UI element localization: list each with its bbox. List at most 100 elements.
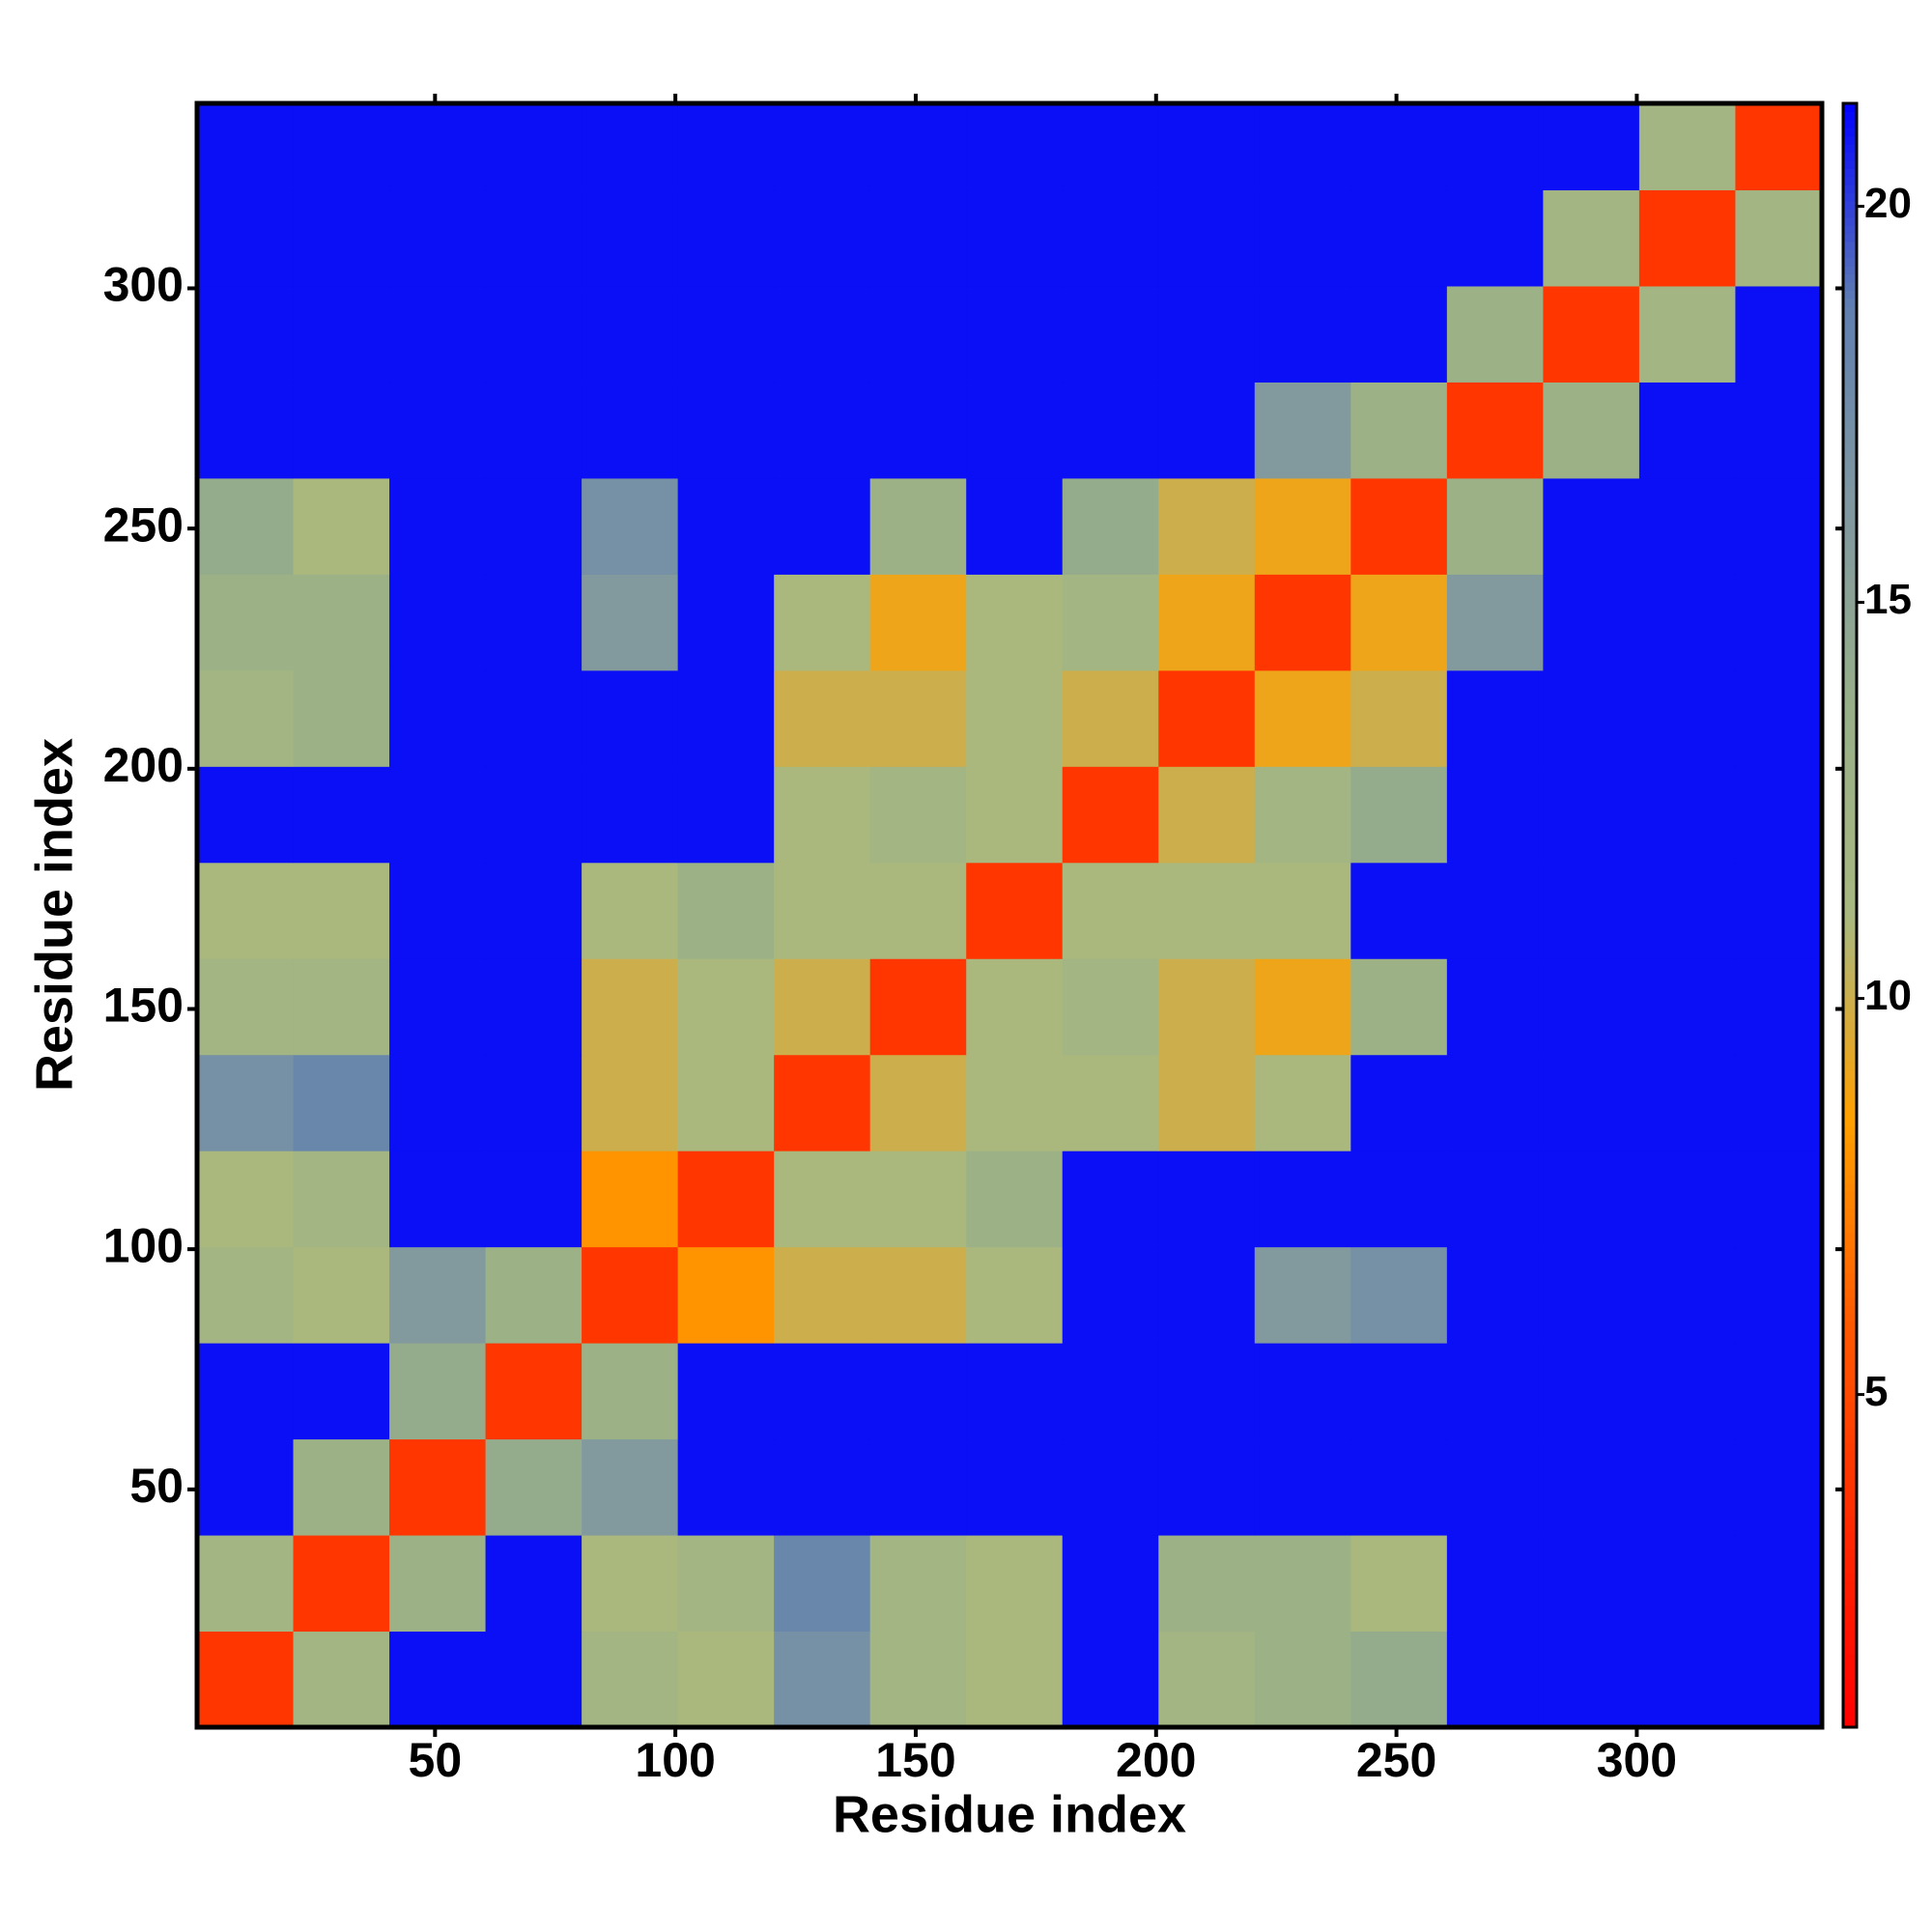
heatmap-cell bbox=[582, 1246, 679, 1344]
heatmap-cell bbox=[485, 103, 582, 191]
heatmap-cell bbox=[1062, 1631, 1159, 1728]
colorbar-segment bbox=[1843, 1304, 1857, 1314]
heatmap-cell bbox=[389, 1054, 487, 1151]
colorbar-segment bbox=[1843, 1589, 1857, 1599]
heatmap-cell bbox=[1062, 862, 1159, 959]
colorbar-segment bbox=[1843, 1239, 1857, 1249]
colorbar-segment bbox=[1843, 1459, 1857, 1468]
heatmap-cell bbox=[1158, 766, 1256, 864]
heatmap-cell bbox=[1254, 1438, 1351, 1536]
colorbar-segment bbox=[1843, 1044, 1857, 1054]
heatmap-cell bbox=[1158, 1054, 1256, 1151]
colorbar-segment bbox=[1843, 655, 1857, 665]
heatmap-cell bbox=[1254, 189, 1351, 287]
heatmap-cell bbox=[293, 862, 390, 959]
colorbar-segment bbox=[1843, 898, 1857, 908]
colorbar-segment bbox=[1843, 541, 1857, 551]
colorbar-segment bbox=[1843, 1654, 1857, 1663]
heatmap-cell bbox=[1735, 189, 1823, 287]
heatmap-cell bbox=[1638, 1535, 1736, 1633]
colorbar-segment bbox=[1843, 509, 1857, 519]
heatmap-cell bbox=[293, 1246, 390, 1344]
colorbar-segment bbox=[1843, 469, 1857, 478]
heatmap-cell bbox=[677, 958, 775, 1056]
colorbar-segment bbox=[1843, 200, 1857, 210]
heatmap-cell bbox=[197, 1535, 295, 1633]
colorbar-segment bbox=[1843, 436, 1857, 445]
colorbar-segment bbox=[1843, 1345, 1857, 1354]
heatmap-cell bbox=[1254, 1151, 1351, 1248]
heatmap-cell bbox=[1158, 1535, 1256, 1633]
heatmap-cell bbox=[582, 1343, 679, 1440]
colorbar-segment bbox=[1843, 631, 1857, 640]
heatmap-cell bbox=[1254, 477, 1351, 575]
heatmap-cell bbox=[293, 189, 390, 287]
heatmap-cell bbox=[677, 285, 775, 383]
heatmap-cell bbox=[1254, 285, 1351, 383]
heatmap-cell bbox=[389, 958, 487, 1056]
heatmap-cell bbox=[1446, 766, 1544, 864]
y-tick-label: 50 bbox=[129, 1459, 184, 1513]
heatmap-cell bbox=[582, 1631, 679, 1728]
heatmap-cell bbox=[966, 574, 1064, 671]
heatmap-cell bbox=[1254, 669, 1351, 767]
heatmap-cell bbox=[389, 189, 487, 287]
colorbar-segment bbox=[1843, 907, 1857, 917]
heatmap-cell bbox=[966, 1151, 1064, 1248]
colorbar-segment bbox=[1843, 1442, 1857, 1452]
heatmap-cell bbox=[197, 189, 295, 287]
heatmap-cell bbox=[966, 285, 1064, 383]
heatmap-cell bbox=[966, 1054, 1064, 1151]
heatmap-cell bbox=[1446, 574, 1544, 671]
colorbar-segment bbox=[1843, 1564, 1857, 1574]
heatmap-cell bbox=[1254, 1343, 1351, 1440]
colorbar-segment bbox=[1843, 923, 1857, 932]
heatmap-cell bbox=[582, 189, 679, 287]
colorbar-segment bbox=[1843, 850, 1857, 860]
colorbar-segment bbox=[1843, 1101, 1857, 1111]
heatmap-cell bbox=[1062, 574, 1159, 671]
colorbar-segment bbox=[1843, 209, 1857, 218]
heatmap-cell bbox=[774, 766, 871, 864]
heatmap-cell bbox=[1446, 669, 1544, 767]
heatmap-cell bbox=[1735, 1631, 1823, 1728]
heatmap-cell bbox=[1638, 1246, 1736, 1344]
colorbar-segment bbox=[1843, 891, 1857, 900]
colorbar-segment bbox=[1843, 1191, 1857, 1201]
colorbar-segment bbox=[1843, 1630, 1857, 1639]
colorbar-segment bbox=[1843, 103, 1857, 113]
heatmap-cell bbox=[1543, 669, 1640, 767]
colorbar-segment bbox=[1843, 1548, 1857, 1558]
colorbar-segment bbox=[1843, 444, 1857, 454]
colorbar-segment bbox=[1843, 338, 1857, 348]
colorbar-segment bbox=[1843, 1158, 1857, 1168]
heatmap-cell bbox=[293, 1054, 390, 1151]
colorbar-segment bbox=[1843, 834, 1857, 843]
heatmap-cell bbox=[677, 574, 775, 671]
colorbar-segment bbox=[1843, 1410, 1857, 1420]
heatmap-cell bbox=[389, 669, 487, 767]
heatmap-cell bbox=[1735, 1054, 1823, 1151]
heatmap-cell bbox=[389, 1438, 487, 1536]
heatmap-cell bbox=[1446, 862, 1544, 959]
heatmap-cell bbox=[1735, 285, 1823, 383]
colorbar-segment bbox=[1843, 607, 1857, 616]
colorbar-segment bbox=[1843, 1182, 1857, 1192]
heatmap-cell bbox=[1543, 189, 1640, 287]
heatmap-cell bbox=[774, 1631, 871, 1728]
colorbar-segment bbox=[1843, 1264, 1857, 1273]
heatmap-cell bbox=[1158, 103, 1256, 191]
heatmap-cell bbox=[1543, 1246, 1640, 1344]
heatmap-cell bbox=[677, 1438, 775, 1536]
heatmap-cell bbox=[1446, 1151, 1544, 1248]
heatmap-cell bbox=[1446, 1631, 1544, 1728]
colorbar-segment bbox=[1843, 135, 1857, 145]
heatmap-cell bbox=[966, 189, 1064, 287]
colorbar-tick-label: 20 bbox=[1864, 180, 1912, 227]
colorbar-segment bbox=[1843, 419, 1857, 429]
colorbar-segment bbox=[1843, 1508, 1857, 1518]
colorbar-segment bbox=[1843, 306, 1857, 316]
heatmap-cell bbox=[197, 103, 295, 191]
colorbar-segment bbox=[1843, 1702, 1857, 1712]
heatmap-cell bbox=[1543, 1054, 1640, 1151]
